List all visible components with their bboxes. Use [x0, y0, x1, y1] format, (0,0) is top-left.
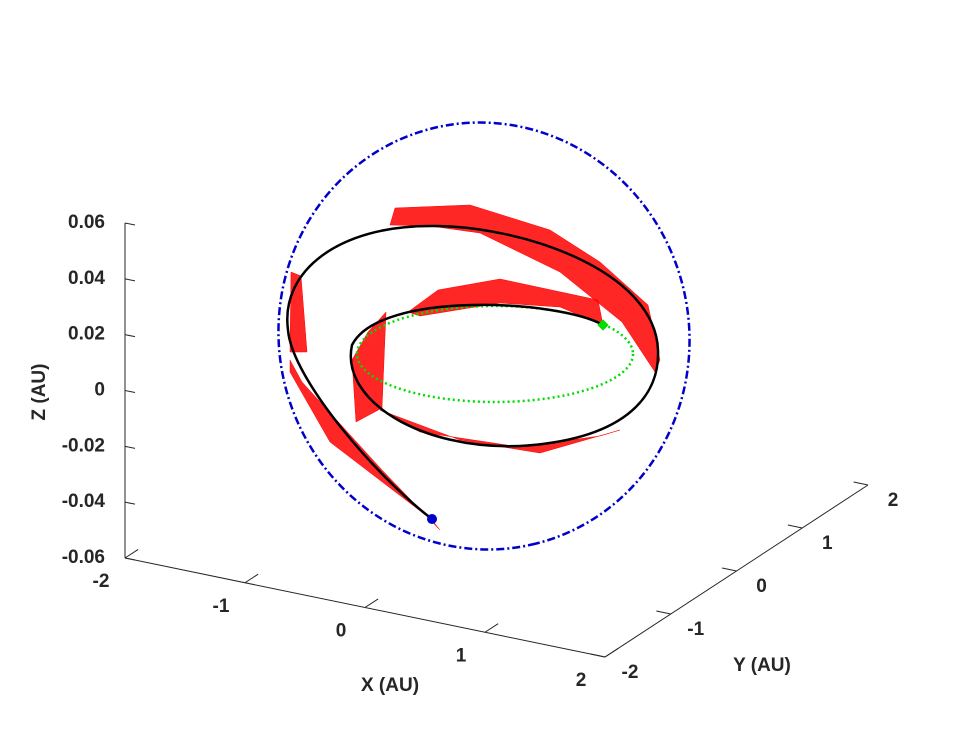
- y-tick-label: -1: [687, 619, 704, 640]
- z-tick-label: 0.02: [68, 324, 105, 345]
- x-tick-label: -1: [213, 596, 230, 617]
- x-tick: [364, 598, 379, 608]
- y-tick-label: 0: [756, 576, 767, 597]
- z-tick: [124, 222, 136, 226]
- x-tick: [124, 548, 139, 559]
- ribbon: [351, 311, 387, 423]
- z-tick: [124, 445, 136, 449]
- outer-orbit: [277, 121, 691, 551]
- y-tick: [787, 524, 803, 529]
- z-tick: [124, 390, 136, 393]
- z-tick-label: -0.06: [62, 547, 105, 568]
- ribbon: [289, 271, 308, 353]
- ribbon: [407, 278, 604, 326]
- y-tick: [656, 610, 671, 615]
- z-tick: [124, 334, 136, 338]
- ribbon: [289, 359, 441, 531]
- inner-orbit: [355, 304, 635, 404]
- z-tick-label: -0.04: [62, 491, 106, 512]
- z-tick-label: 0: [94, 380, 105, 401]
- x-tick-label: -2: [93, 571, 110, 592]
- y-tick-label: -2: [622, 662, 639, 683]
- z-tick-label: 0.04: [68, 268, 105, 289]
- y-tick: [853, 481, 869, 486]
- z-tick-label: 0.06: [68, 212, 105, 233]
- x-tick-label: 2: [576, 670, 587, 691]
- x-tick-label: 0: [336, 621, 347, 642]
- end-marker: [427, 514, 437, 524]
- x-tick: [604, 647, 619, 658]
- y-tick: [590, 653, 606, 658]
- trajectory: [286, 224, 660, 520]
- y-tick-label: 1: [822, 533, 833, 554]
- z-tick: [124, 501, 136, 505]
- direction-ribbons: [289, 204, 661, 531]
- z-tick-label: -0.02: [62, 435, 105, 456]
- x-tick: [484, 623, 499, 633]
- start-marker: [597, 319, 609, 331]
- z-tick: [124, 557, 136, 561]
- x-axis-label: X (AU): [361, 675, 419, 696]
- x-tick-label: 1: [456, 645, 467, 666]
- y-axis-label: Y (AU): [733, 655, 791, 676]
- y-tick: [721, 567, 737, 572]
- y-tick-label: 2: [888, 490, 899, 511]
- plot-curves: [277, 121, 691, 551]
- z-axis-label: Z (AU): [29, 364, 50, 421]
- x-tick: [244, 573, 259, 584]
- z-tick: [124, 278, 136, 282]
